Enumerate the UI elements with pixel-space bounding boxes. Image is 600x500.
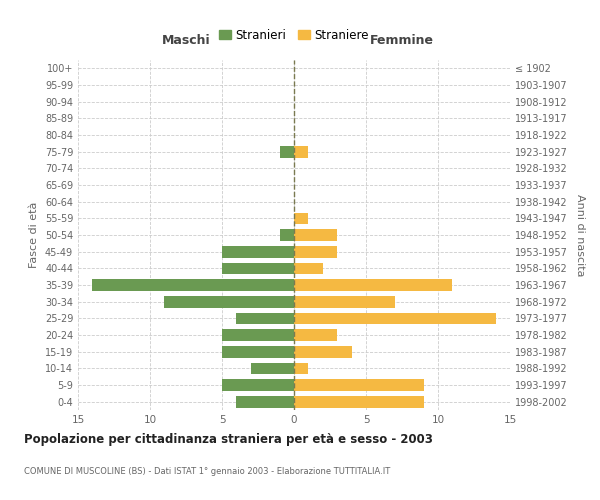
Bar (236, 312, 294, 324)
Bar (222, 346, 294, 358)
Text: Maschi: Maschi (161, 34, 211, 46)
Bar (294, 279, 452, 291)
Legend: Stranieri, Straniere: Stranieri, Straniere (214, 24, 374, 46)
Text: COMUNE DI MUSCOLINE (BS) - Dati ISTAT 1° gennaio 2003 - Elaborazione TUTTITALIA.: COMUNE DI MUSCOLINE (BS) - Dati ISTAT 1°… (24, 468, 390, 476)
Text: Femmine: Femmine (370, 34, 434, 46)
Bar (294, 329, 337, 341)
Bar (294, 312, 496, 324)
Bar (294, 362, 308, 374)
Bar (280, 146, 294, 158)
Text: Popolazione per cittadinanza straniera per età e sesso - 2003: Popolazione per cittadinanza straniera p… (24, 432, 433, 446)
Y-axis label: Fasce di età: Fasce di età (29, 202, 39, 268)
Bar (222, 379, 294, 391)
Bar (294, 346, 352, 358)
Bar (236, 396, 294, 407)
Bar (222, 246, 294, 258)
Bar (251, 362, 294, 374)
Bar (294, 229, 337, 241)
Bar (92, 279, 294, 291)
Bar (222, 329, 294, 341)
Bar (294, 262, 323, 274)
Bar (280, 229, 294, 241)
Bar (294, 396, 424, 407)
Y-axis label: Anni di nascita: Anni di nascita (575, 194, 584, 276)
Bar (164, 296, 294, 308)
Bar (294, 296, 395, 308)
Bar (294, 246, 337, 258)
Bar (222, 262, 294, 274)
Bar (294, 379, 424, 391)
Bar (294, 212, 308, 224)
Bar (294, 146, 308, 158)
